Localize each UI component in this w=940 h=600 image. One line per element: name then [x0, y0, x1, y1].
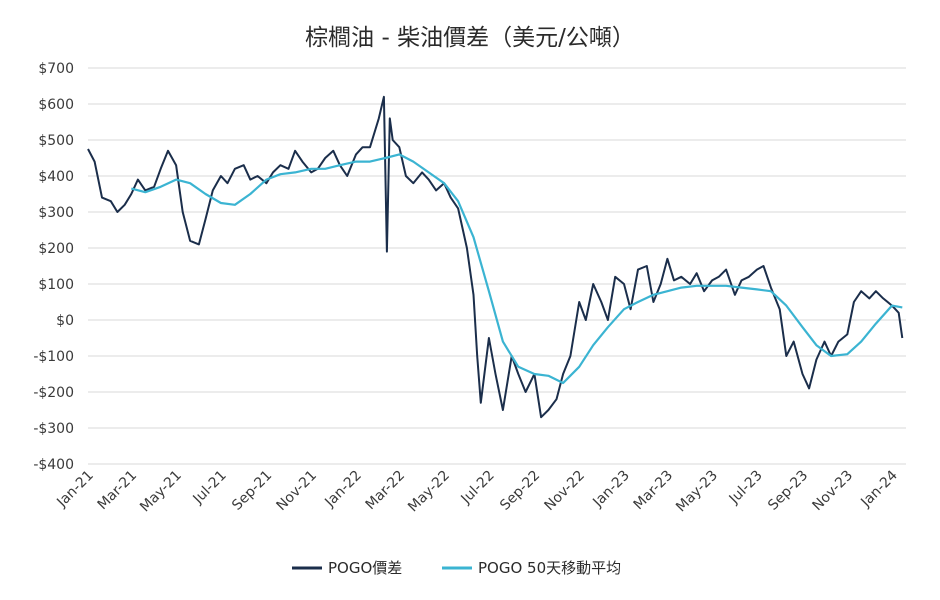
y-tick-label: -$100: [33, 349, 74, 365]
x-tick-label: Nov-22: [542, 468, 589, 515]
series-line-pogo-spread: [87, 95, 904, 419]
x-tick-label: Jan-22: [321, 468, 364, 511]
x-tick-label: May-22: [405, 468, 453, 516]
y-tick-label: -$200: [33, 385, 74, 401]
x-tick-label: Mar-22: [363, 468, 409, 514]
legend-label-pogo-spread: POGO價差: [328, 559, 402, 577]
y-tick-label: $500: [38, 133, 74, 149]
x-tick-label: Jul-22: [458, 468, 498, 508]
x-tick-label: Mar-23: [631, 468, 677, 514]
x-tick-label: Jul-21: [190, 468, 230, 508]
grid-layer: [88, 67, 906, 465]
y-tick-label: $600: [38, 97, 74, 113]
x-tick-label: May-21: [137, 468, 185, 516]
x-tick-label: Sep-23: [765, 468, 811, 514]
x-tick-label: Jul-23: [726, 468, 766, 508]
y-tick-label: $700: [38, 61, 74, 77]
x-tick-label: Jan-23: [589, 468, 632, 511]
y-tick-label: -$300: [33, 421, 74, 437]
x-tick-label: Sep-22: [497, 468, 543, 514]
y-tick-label: $200: [38, 241, 74, 257]
series-line-pogo-ma50: [131, 153, 903, 385]
y-tick-label: $100: [38, 277, 74, 293]
chart-title: 棕櫚油 - 柴油價差（美元/公噸）: [305, 25, 635, 51]
y-tick-label: $300: [38, 205, 74, 221]
y-tick-label: -$400: [33, 457, 74, 473]
x-tick-label: May-23: [673, 468, 721, 516]
series-layer: [87, 95, 904, 419]
x-tick-label: Mar-21: [95, 468, 141, 514]
y-axis-ticks: $700 $600 $500 $400 $300 $200 $100 $0 -$100 -$200…: [33, 61, 74, 473]
x-tick-label: Jan-21: [53, 468, 96, 511]
x-tick-label: Nov-21: [274, 468, 321, 515]
legend-label-pogo-ma50: POGO 50天移動平均: [478, 559, 621, 577]
y-tick-label: $0: [56, 313, 74, 329]
legend: POGO價差 POGO 50天移動平均: [292, 559, 621, 577]
x-tick-label: Nov-23: [810, 468, 857, 515]
y-tick-label: $400: [38, 169, 74, 185]
x-tick-label: Sep-21: [229, 468, 275, 514]
x-tick-label: Jan-24: [857, 467, 901, 511]
